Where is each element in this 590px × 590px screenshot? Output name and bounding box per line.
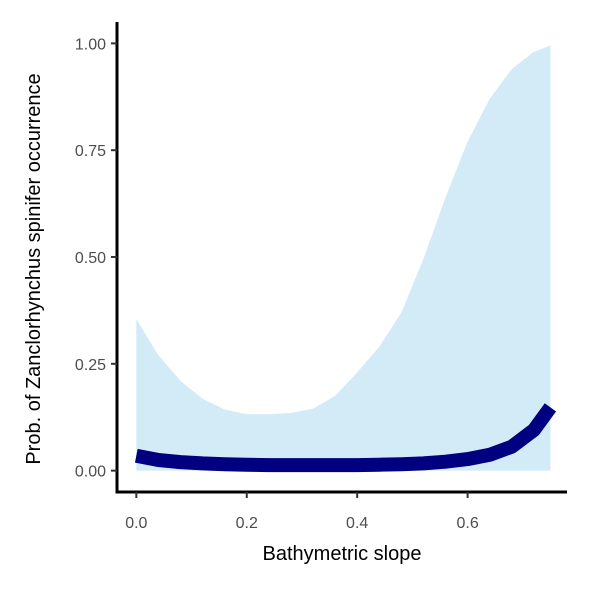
x-tick-label: 0.2 [236,515,258,532]
x-axis-title: Bathymetric slope [263,543,422,565]
x-ticks: 0.0 0.2 0.4 0.6 [125,492,479,532]
confidence-band-layer [136,45,551,471]
y-ticks: 0.00 0.25 0.50 0.75 1.00 [75,36,117,481]
y-axis-title: Prob. of Zanclorhynchus spinifer occurre… [23,73,45,464]
x-tick-label: 0.0 [125,515,147,532]
confidence-band [136,45,551,471]
y-tick-label: 0.50 [75,250,106,267]
x-tick-label: 0.4 [346,515,368,532]
y-tick-label: 0.25 [75,357,106,374]
y-tick-label: 0.75 [75,143,106,160]
fitted-probability-line [134,403,557,473]
y-tick-label: 1.00 [75,36,106,53]
x-tick-label: 0.6 [456,515,478,532]
fitted-line-layer [134,403,557,473]
y-tick-label: 0.00 [75,464,106,481]
